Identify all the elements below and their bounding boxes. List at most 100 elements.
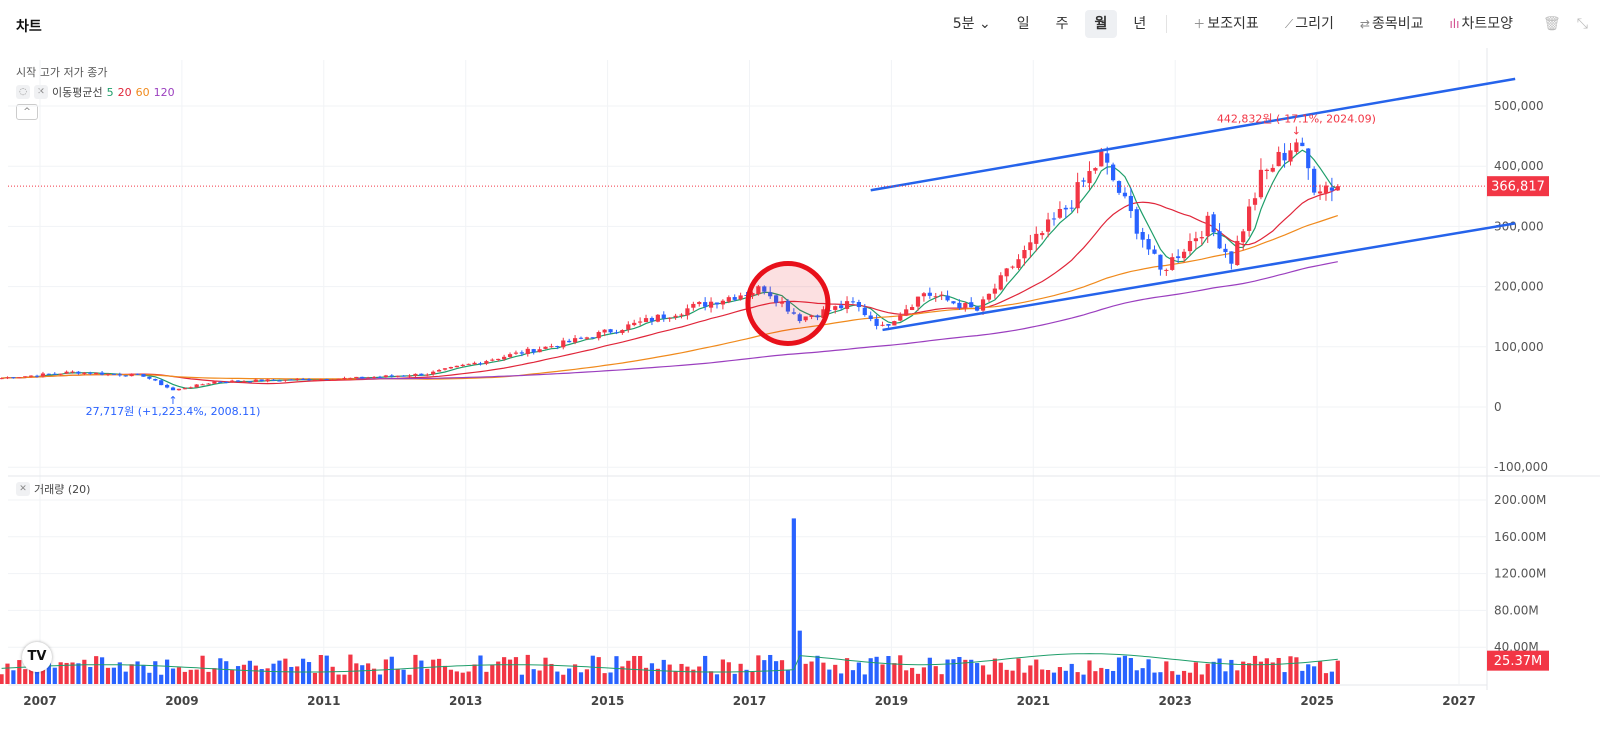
candle-body xyxy=(1247,206,1252,231)
candle-body xyxy=(614,332,619,334)
candle-body xyxy=(584,337,590,339)
interval-dropdown[interactable]: 5분 ⌄ xyxy=(943,10,1001,38)
tab-week[interactable]: 주 xyxy=(1055,16,1069,32)
volume-bar xyxy=(11,670,16,684)
volume-bar xyxy=(1300,670,1305,684)
price-tick-label: 500,000 xyxy=(1494,99,1544,113)
volume-bar xyxy=(371,668,377,684)
candle-body xyxy=(377,376,383,378)
tab-year[interactable]: 년 xyxy=(1133,16,1147,32)
candle-body xyxy=(306,379,312,381)
high-annotation: 442,832원 (-17.1%, 2024.09) xyxy=(1217,112,1376,125)
x-tick-label: 2017 xyxy=(733,694,766,708)
volume-bar xyxy=(797,630,802,684)
candle-body xyxy=(1211,214,1216,233)
volume-bar xyxy=(809,661,814,684)
close-icon[interactable]: ✕ xyxy=(34,85,48,99)
last-price-label: 366,817 xyxy=(1491,180,1545,195)
candle-body xyxy=(567,340,572,343)
volume-bar xyxy=(927,657,932,684)
volume-bar xyxy=(815,655,820,684)
volume-bar xyxy=(1176,674,1181,684)
candle-body xyxy=(265,379,270,382)
candle-body xyxy=(909,307,915,311)
candle-body xyxy=(750,293,755,296)
candle-body xyxy=(874,318,879,326)
volume-bar xyxy=(1211,661,1216,684)
candle-body xyxy=(153,378,158,381)
volume-bar xyxy=(1087,660,1092,684)
candle-body xyxy=(797,314,802,322)
volume-bar xyxy=(803,663,808,684)
volume-tick-label: 120.00M xyxy=(1494,567,1546,581)
candle-body xyxy=(170,387,176,391)
volume-bar xyxy=(1045,670,1051,684)
x-tick-label: 2021 xyxy=(1017,694,1050,708)
candle-body xyxy=(549,346,554,348)
indicator-button[interactable]: ＋ 보조지표 xyxy=(1183,10,1269,38)
volume-bar xyxy=(271,663,276,684)
candle-body xyxy=(815,315,820,318)
candle-body xyxy=(182,388,187,390)
volume-bar xyxy=(939,674,944,684)
volume-bar xyxy=(117,662,122,684)
volume-bar xyxy=(980,665,986,684)
candle-body xyxy=(40,373,46,377)
candle-body xyxy=(945,295,950,301)
candle-body xyxy=(1134,209,1139,234)
volume-bar xyxy=(277,660,282,684)
x-tick-label: 2015 xyxy=(591,694,624,708)
volume-tick-label: 160.00M xyxy=(1494,530,1546,544)
candle-body xyxy=(283,379,288,381)
candle-body xyxy=(561,340,566,348)
volume-bar xyxy=(868,658,873,684)
volume-bar xyxy=(762,660,767,684)
candle-body xyxy=(691,303,696,308)
fullscreen-icon[interactable]: ⤡ xyxy=(1576,16,1588,32)
volume-bar xyxy=(714,674,720,684)
volume-bar xyxy=(785,670,791,684)
volume-bar xyxy=(212,668,217,684)
candle-body xyxy=(868,315,873,320)
highlight-circle xyxy=(745,260,831,346)
high-marker-icon: ↓ xyxy=(1292,124,1301,137)
candle-body xyxy=(951,301,956,304)
volume-bar xyxy=(401,669,406,684)
compare-button[interactable]: ⇄ 종목비교 xyxy=(1350,10,1434,38)
candle-body xyxy=(123,375,128,377)
candle-body xyxy=(1146,239,1151,250)
eye-off-icon[interactable]: ◌ xyxy=(16,85,30,99)
volume-bar xyxy=(1069,663,1074,684)
trash-icon[interactable]: 🗑 xyxy=(1543,16,1561,32)
candle-body xyxy=(880,324,885,326)
volume-bar xyxy=(856,662,861,684)
last-volume-badge xyxy=(1487,650,1549,671)
low-marker-icon: ↑ xyxy=(168,394,177,407)
chart-style-button[interactable]: ılı 차트모양 xyxy=(1439,10,1523,38)
volume-bar xyxy=(235,666,241,684)
volume-bar xyxy=(218,658,223,684)
candle-body xyxy=(1223,248,1228,253)
close-icon[interactable]: ✕ xyxy=(16,482,30,496)
candle-body xyxy=(1116,181,1122,193)
candle-body xyxy=(821,309,826,318)
x-tick-label: 2023 xyxy=(1158,694,1191,708)
candle-body xyxy=(933,296,938,298)
volume-bar xyxy=(1252,655,1258,684)
volume-bar xyxy=(472,664,477,684)
draw-button[interactable]: ⟋ 그리기 xyxy=(1275,10,1344,38)
candle-body xyxy=(1128,195,1133,212)
candle-body xyxy=(147,376,152,379)
volume-bar xyxy=(454,671,459,684)
volume-bar xyxy=(1164,661,1169,684)
tab-day[interactable]: 일 xyxy=(1016,16,1030,32)
volume-bar xyxy=(1040,669,1045,684)
volume-bar xyxy=(738,663,743,684)
indicator-label: 보조지표 xyxy=(1207,16,1259,32)
volume-bar xyxy=(732,673,737,684)
tab-month[interactable]: 월 xyxy=(1084,10,1118,38)
candle-body xyxy=(360,376,365,379)
candle-body xyxy=(111,373,117,375)
collapse-legend-button[interactable]: ^ xyxy=(16,104,38,120)
